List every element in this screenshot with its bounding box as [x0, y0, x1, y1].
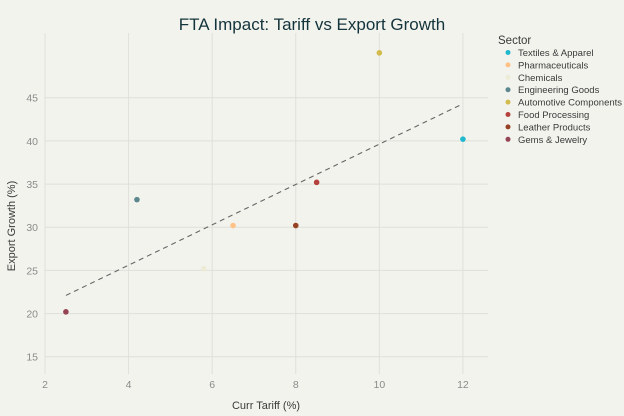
- y-tick-label: 40: [26, 136, 38, 148]
- legend-item[interactable]: Chemicals: [518, 73, 563, 84]
- data-point[interactable]: [134, 196, 140, 203]
- data-point[interactable]: [376, 50, 383, 56]
- legend-title: Sector: [498, 35, 531, 47]
- y-tick-label: 30: [26, 222, 38, 234]
- legend-marker: [505, 136, 511, 142]
- legend: Sector Textiles & ApparelPharmaceuticals…: [498, 35, 622, 146]
- x-axis-label: Curr Tariff (%): [232, 400, 300, 412]
- legend-marker: [505, 112, 511, 117]
- x-tick-label: 10: [373, 379, 385, 391]
- legend-item[interactable]: Food Processing: [518, 110, 589, 121]
- legend-marker: [505, 87, 511, 93]
- data-points: [63, 50, 466, 315]
- x-tick-label: 12: [457, 379, 469, 391]
- legend-marker: [505, 99, 511, 105]
- legend-item[interactable]: Leather Products: [518, 122, 591, 133]
- chart-title: FTA Impact: Tariff vs Export Growth: [179, 15, 445, 34]
- legend-marker: [505, 50, 511, 55]
- axis-ticks: 2 4 6 8 10 12 15 20 25 30 35 40 45: [26, 93, 469, 391]
- y-tick-label: 35: [26, 179, 38, 191]
- data-point[interactable]: [313, 179, 320, 186]
- y-tick-label: 25: [26, 265, 38, 277]
- trendline: [65, 103, 464, 296]
- data-point[interactable]: [201, 265, 207, 272]
- data-point[interactable]: [63, 309, 69, 315]
- x-tick-label: 6: [209, 379, 215, 391]
- data-point[interactable]: [230, 222, 236, 229]
- data-point[interactable]: [460, 136, 466, 142]
- legend-marker: [505, 74, 511, 80]
- x-tick-label: 2: [42, 379, 48, 391]
- x-tick-label: 4: [126, 379, 132, 391]
- legend-item[interactable]: Gems & Jewelry: [518, 135, 587, 146]
- trendline-layer: [65, 103, 464, 296]
- legend-item[interactable]: Engineering Goods: [518, 85, 600, 96]
- legend-marker: [505, 124, 511, 130]
- y-tick-label: 45: [26, 93, 38, 105]
- y-tick-label: 20: [26, 309, 38, 321]
- legend-item[interactable]: Pharmaceuticals: [518, 60, 588, 71]
- y-tick-label: 15: [26, 352, 38, 364]
- x-tick-label: 8: [293, 379, 299, 391]
- legend-item[interactable]: Textiles & Apparel: [518, 48, 594, 59]
- data-point[interactable]: [292, 222, 299, 229]
- grid: [44, 33, 488, 374]
- legend-marker: [505, 62, 511, 68]
- y-axis-label: Export Growth (%): [6, 181, 18, 271]
- legend-item[interactable]: Automotive Components: [518, 98, 622, 109]
